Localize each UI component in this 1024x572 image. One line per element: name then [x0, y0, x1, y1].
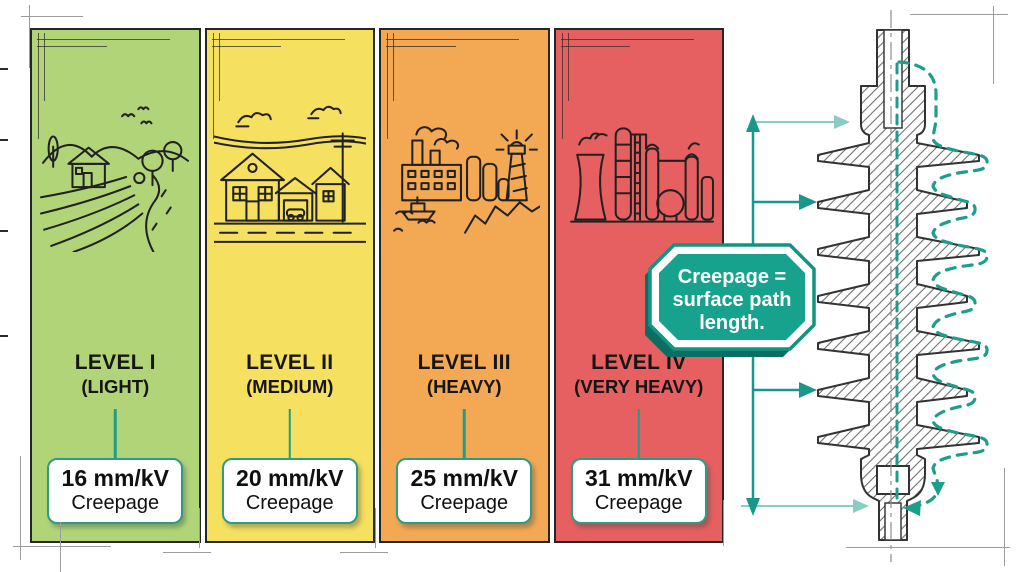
- bottom-stud-channel: [884, 502, 902, 541]
- creepage-value: 25 mm/kV: [410, 465, 518, 491]
- level-severity: (LIGHT): [81, 376, 150, 397]
- drafting-mark: [386, 46, 456, 47]
- creepage-label: Creepage: [594, 492, 683, 514]
- level-name: LEVEL III: [417, 351, 511, 374]
- crop-mark: [60, 522, 61, 572]
- level-title-block: LEVEL III (HEAVY): [381, 350, 548, 398]
- top-pin-channel: [883, 29, 903, 129]
- crop-mark: [1004, 468, 1005, 566]
- creepage-value: 31 mm/kV: [585, 465, 693, 491]
- edge-tick-mark: [0, 230, 8, 232]
- creepage-label: Creepage: [245, 492, 334, 514]
- crop-mark: [20, 456, 21, 560]
- level-title-block: LEVEL I (LIGHT): [32, 350, 199, 398]
- creepage-connector-line: [114, 409, 117, 459]
- creepage-connector-line: [463, 409, 466, 459]
- level-name: LEVEL II: [246, 351, 334, 374]
- pollution-level-columns: LEVEL I (LIGHT) 16 mm/kV Creepage: [30, 28, 724, 543]
- heavy-industrial-plant-illustration: [569, 127, 714, 223]
- creepage-connector-line: [637, 409, 640, 459]
- edge-tick-mark: [0, 139, 8, 141]
- light-dimension-arrows: [741, 115, 869, 513]
- crop-mark: [13, 546, 111, 547]
- crop-mark: [29, 5, 30, 68]
- level-1-column: LEVEL I (LIGHT) 16 mm/kV Creepage: [30, 28, 201, 543]
- crop-mark: [846, 547, 1010, 548]
- drafting-mark: [44, 33, 45, 101]
- crop-mark: [21, 16, 83, 17]
- creepage-path-end-arrow: [903, 500, 921, 516]
- drafting-mark: [37, 46, 107, 47]
- drafting-mark: [211, 46, 282, 47]
- callout-line-2: surface path: [673, 289, 792, 311]
- right-arrowhead: [799, 194, 817, 210]
- edge-tick-mark: [0, 68, 8, 70]
- crop-mark: [163, 552, 211, 553]
- callout-line-1: Creepage =: [678, 266, 786, 288]
- badge-inner-octagon: [659, 254, 805, 340]
- right-arrowhead: [799, 382, 817, 398]
- crop-mark: [340, 552, 388, 553]
- drafting-mark: [211, 39, 345, 40]
- creepage-value-card: 25 mm/kV Creepage: [396, 458, 533, 524]
- creepage-value: 16 mm/kV: [61, 465, 169, 491]
- callout-line-3: length.: [699, 312, 765, 334]
- creepage-value: 20 mm/kV: [236, 465, 344, 491]
- drafting-mark: [560, 39, 694, 40]
- bottom-fitting-square: [876, 465, 910, 495]
- coastal-factory-lighthouse-illustration: [393, 126, 541, 234]
- drafting-mark: [387, 33, 388, 139]
- drafting-mark: [567, 33, 569, 101]
- creepage-connector-line: [288, 409, 291, 459]
- crop-mark: [723, 500, 724, 546]
- drafting-mark: [393, 33, 394, 101]
- level-title-block: LEVEL IV (VERY HEAVY): [556, 350, 723, 398]
- creepage-label: Creepage: [71, 492, 160, 514]
- creepage-label: Creepage: [420, 492, 509, 514]
- level-severity: (HEAVY): [426, 376, 502, 397]
- creepage-surface-dashed-path: [897, 60, 989, 509]
- creepage-value-card: 16 mm/kV Creepage: [47, 458, 184, 524]
- drafting-mark: [218, 33, 220, 101]
- edge-tick-mark: [0, 335, 8, 337]
- countryside-farmland-illustration: [40, 106, 190, 252]
- crop-mark: [993, 6, 994, 84]
- level-title-block: LEVEL II (MEDIUM): [207, 350, 374, 398]
- level-name: LEVEL IV: [591, 351, 687, 374]
- level-severity: (MEDIUM): [246, 376, 334, 397]
- creepage-value-card: 31 mm/kV Creepage: [570, 458, 707, 524]
- creepage-callout-badge: Creepage = surface path length.: [645, 243, 816, 357]
- level-3-column: LEVEL III (HEAVY) 25 mm/kV Creepage: [379, 28, 550, 543]
- drafting-mark: [38, 33, 39, 139]
- level-name: LEVEL I: [74, 351, 156, 374]
- crop-mark: [375, 508, 376, 548]
- drafting-mark: [386, 39, 520, 40]
- crop-mark: [910, 14, 1008, 15]
- suburban-houses-illustration: [213, 105, 366, 243]
- creepage-value-card: 20 mm/kV Creepage: [221, 458, 358, 524]
- drafting-mark: [560, 46, 631, 47]
- drafting-mark: [561, 33, 563, 139]
- level-severity: (VERY HEAVY): [574, 376, 704, 397]
- drafting-mark: [37, 39, 171, 40]
- creepage-path-direction-arrow: [931, 482, 945, 496]
- crop-mark: [199, 508, 200, 548]
- level-2-column: LEVEL II (MEDIUM) 20 mm/kV Creepage: [204, 28, 375, 543]
- drafting-mark: [212, 33, 214, 139]
